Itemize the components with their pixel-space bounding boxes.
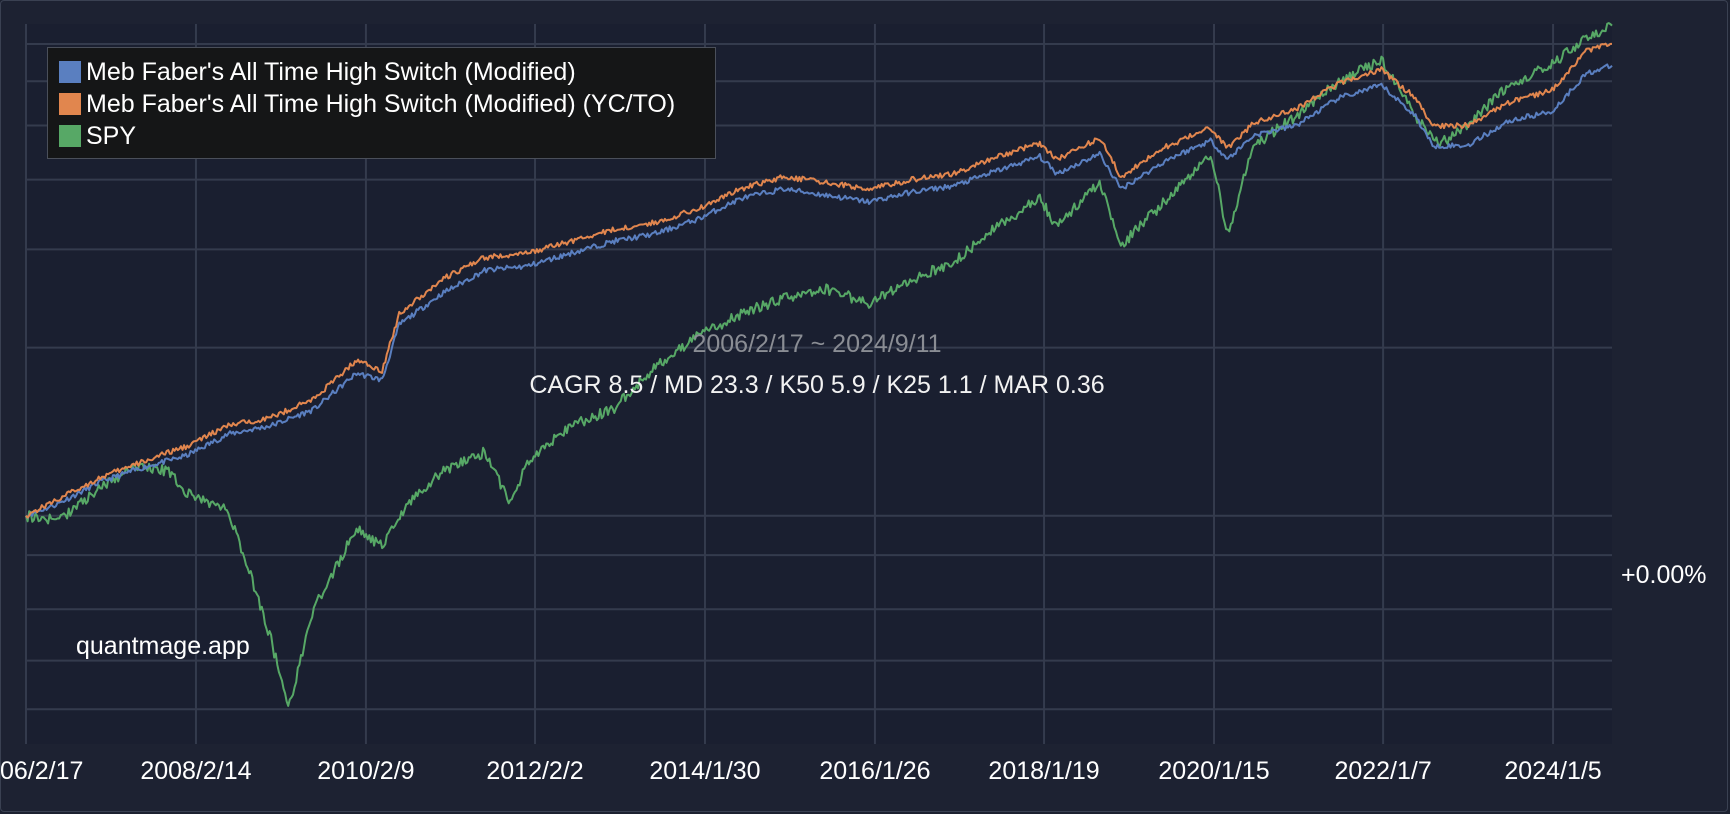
x-tick-label: 2020/1/15 <box>1158 757 1270 785</box>
legend: Meb Faber's All Time High Switch (Modifi… <box>47 47 716 159</box>
x-tick-label: 2014/1/30 <box>649 757 761 785</box>
watermark: quantmage.app <box>76 632 250 660</box>
legend-item-1[interactable]: Meb Faber's All Time High Switch (Modifi… <box>59 88 705 120</box>
legend-label-0: Meb Faber's All Time High Switch (Modifi… <box>86 57 576 86</box>
series-line-1 <box>25 42 1612 519</box>
series-line-2 <box>25 22 1613 707</box>
x-tick-label: 2008/2/14 <box>140 757 252 785</box>
y-tick-label: +0.00% <box>1621 561 1707 589</box>
x-tick-label: 06/2/17 <box>0 757 84 785</box>
legend-label-1: Meb Faber's All Time High Switch (Modifi… <box>86 89 676 118</box>
series-lines <box>25 22 1613 707</box>
stats-label: CAGR 8.5 / MD 23.3 / K50 5.9 / K25 1.1 /… <box>529 371 1105 399</box>
legend-swatch-1 <box>59 93 81 115</box>
legend-swatch-0 <box>59 61 81 83</box>
legend-label-2: SPY <box>86 121 137 150</box>
x-tick-label: 2022/1/7 <box>1334 757 1432 785</box>
date-range-label: 2006/2/17 ~ 2024/9/11 <box>692 330 942 358</box>
x-tick-label: 2012/2/2 <box>486 757 584 785</box>
x-tick-label: 2024/1/5 <box>1504 757 1602 785</box>
legend-swatch-2 <box>59 125 81 147</box>
x-tick-label: 2010/2/9 <box>317 757 415 785</box>
legend-item-0[interactable]: Meb Faber's All Time High Switch (Modifi… <box>59 56 705 88</box>
x-tick-label: 2016/1/26 <box>819 757 931 785</box>
grid-lines <box>25 24 1612 744</box>
x-tick-label: 2018/1/19 <box>988 757 1100 785</box>
series-line-0 <box>25 63 1613 519</box>
legend-item-2[interactable]: SPY <box>59 120 705 152</box>
